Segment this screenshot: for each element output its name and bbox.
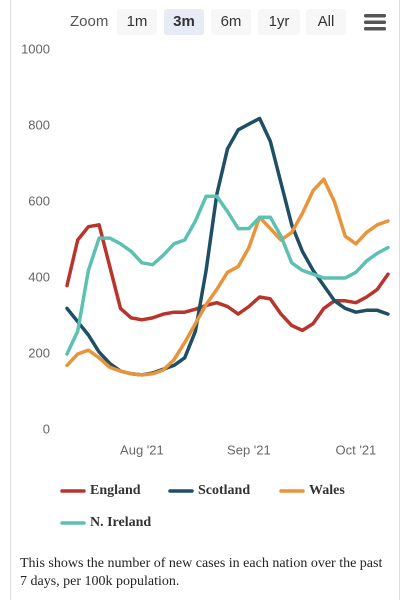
legend-label: N. Ireland: [90, 515, 151, 530]
legend-item[interactable]: Scotland: [168, 483, 250, 498]
y-tick-label: 0: [43, 421, 50, 436]
legend-item[interactable]: N. Ireland: [60, 515, 151, 530]
legend-item[interactable]: England: [60, 483, 141, 498]
y-tick-label: 200: [28, 345, 50, 360]
menu-button[interactable]: [364, 14, 386, 31]
legend-label: Wales: [309, 483, 345, 498]
y-tick-label: 600: [28, 193, 50, 208]
zoom-button[interactable]: 1yr: [258, 9, 300, 35]
x-tick-label: Oct '21: [336, 442, 377, 457]
button-bg: [306, 9, 346, 35]
menu-bar: [364, 14, 386, 18]
button-label: 1yr: [269, 13, 290, 30]
button-label: 3m: [173, 13, 195, 30]
y-tick-label: 1000: [21, 41, 50, 56]
zoom-button[interactable]: 3m: [164, 9, 204, 35]
button-label: 1m: [127, 13, 148, 30]
zoom-buttons: 1m 3m 6m 1yr All: [117, 9, 346, 35]
legend-item[interactable]: Wales: [279, 483, 345, 498]
zoom-button[interactable]: All: [306, 9, 346, 35]
menu-bar: [364, 27, 386, 31]
y-tick-label: 800: [28, 117, 50, 132]
zoom-label: Zoom: [70, 13, 108, 30]
zoom-button[interactable]: 1m: [117, 9, 157, 35]
legend-label: England: [90, 483, 141, 498]
x-tick-label: Aug '21: [120, 442, 164, 457]
legend-label: Scotland: [198, 483, 250, 498]
zoom-button[interactable]: 6m: [211, 9, 251, 35]
series-line: [65, 194, 390, 356]
button-label: 6m: [221, 13, 242, 30]
series-line: [65, 116, 390, 377]
caption: This shows the number of new cases in ea…: [20, 556, 383, 589]
button-label: All: [318, 13, 335, 30]
button-bg: [211, 9, 251, 35]
x-tick-label: Sep '21: [227, 442, 271, 457]
button-bg: [117, 9, 157, 35]
button-bg: [258, 9, 300, 35]
button-bg: [164, 9, 204, 35]
y-tick-label: 400: [28, 269, 50, 284]
series-line: [65, 177, 390, 377]
menu-bar: [364, 20, 386, 24]
